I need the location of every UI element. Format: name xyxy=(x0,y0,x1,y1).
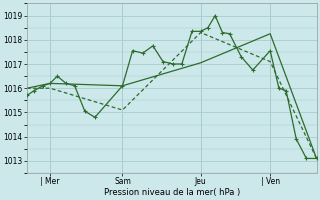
X-axis label: Pression niveau de la mer( hPa ): Pression niveau de la mer( hPa ) xyxy=(104,188,240,197)
